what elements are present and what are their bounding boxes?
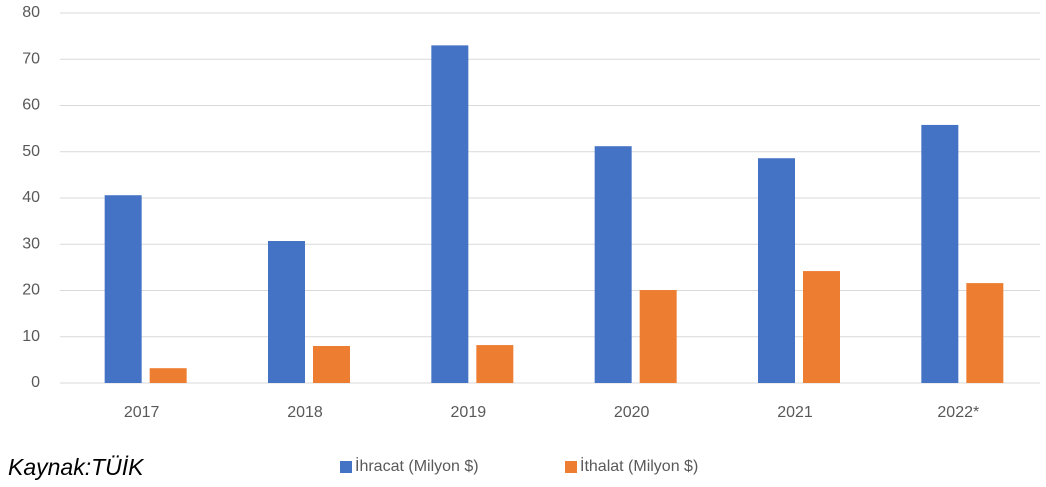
bar [921,124,959,384]
bar [803,271,840,383]
y-tick-label: 70 [22,50,40,67]
bar [104,195,142,383]
legend-label: İhracat (Milyon $) [355,456,479,475]
x-tick-label: 2021 [777,404,813,421]
bar [313,346,350,383]
bar [594,146,632,383]
x-tick-label: 2017 [124,404,160,421]
legend-swatch [340,461,352,473]
y-tick-label: 0 [31,374,40,391]
y-tick-label: 80 [22,4,40,21]
bar [268,241,305,383]
y-tick-label: 40 [22,189,40,206]
y-tick-label: 20 [22,282,40,299]
y-tick-label: 10 [22,328,40,345]
bar [966,283,1004,383]
legend-swatch [565,461,577,473]
bar [639,290,677,383]
y-tick-label: 50 [22,143,40,160]
x-tick-label: 2022* [937,404,979,421]
bar [431,45,469,383]
x-tick-label: 2018 [287,404,323,421]
bar [149,368,187,383]
bar [476,345,514,383]
source-note: Kaynak:TÜİK [8,454,145,480]
legend-label: İthalat (Milyon $) [580,456,698,475]
y-tick-label: 30 [22,235,40,252]
x-tick-label: 2019 [451,404,487,421]
x-tick-label: 2020 [614,404,650,421]
y-tick-label: 60 [22,97,40,114]
bar [758,158,795,383]
